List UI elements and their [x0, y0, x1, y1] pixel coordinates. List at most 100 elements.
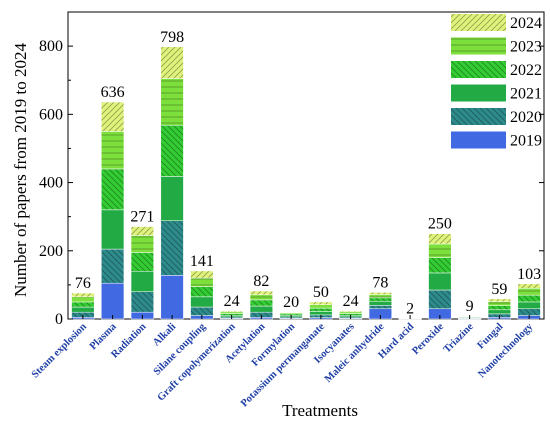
- bar-segment-2021: [71, 306, 95, 313]
- bar-segment-2024: [487, 298, 511, 302]
- bar-segment-2021: [160, 176, 184, 222]
- bar-segment-2023: [160, 78, 184, 126]
- plot-frame: [67, 11, 545, 320]
- bar-segment-2020: [368, 305, 392, 310]
- bars-group: [71, 46, 541, 320]
- bar-segment-2022: [101, 168, 125, 211]
- legend-label: 2023: [510, 39, 542, 56]
- plot-area: [67, 11, 545, 320]
- bar-total-label: 250: [428, 216, 452, 233]
- bar-segment-2021: [428, 272, 452, 291]
- legend-swatch-2021: [451, 84, 506, 102]
- bar-total-label: 20: [283, 294, 299, 311]
- bar-segment-2021: [190, 296, 214, 308]
- bar-segment-2023: [101, 131, 125, 170]
- y-tick-label: 800: [39, 38, 63, 55]
- bar-segment-2024: [101, 101, 125, 132]
- bar-segment-2022: [339, 313, 363, 316]
- bar-segment-2020: [428, 289, 452, 310]
- bar-segment-2024: [428, 233, 452, 245]
- bar-total-label: 141: [190, 253, 214, 270]
- bar-segment-2023: [368, 294, 392, 299]
- bar-segment-2024: [249, 290, 273, 296]
- legend: 2024 2023 2022 2021 2020 2019: [451, 14, 542, 150]
- total-labels-group: 76 636 271 798 141 24 82 20 50 24 78 2 250 9 59 103: [75, 29, 541, 318]
- bar-segment-2023: [517, 288, 541, 296]
- bar-segment-2021: [130, 270, 154, 292]
- bar-segment-2021: [309, 311, 333, 316]
- bar-total-label: 2: [406, 300, 414, 317]
- bar-segment-2020: [130, 291, 154, 313]
- legend-label: 2020: [510, 109, 542, 126]
- bar-segment-2024: [71, 292, 95, 298]
- bar-segment-2024: [130, 226, 154, 236]
- bar-segment-2024: [190, 270, 214, 279]
- bar-segment-2023: [428, 243, 452, 258]
- bar-segment-2023: [249, 294, 273, 301]
- bar-segment-2024: [339, 310, 363, 313]
- bar-segment-2024: [309, 301, 333, 305]
- x-tick-label: Steam explosion: [30, 321, 89, 380]
- bar-total-label: 24: [224, 293, 240, 310]
- bar-segment-2022: [130, 252, 154, 272]
- bar-segment-2019: [160, 275, 184, 320]
- legend-label: 2021: [510, 86, 542, 103]
- bar-total-label: 82: [253, 273, 269, 290]
- bar-total-label: 78: [372, 274, 388, 291]
- bar-segment-2023: [487, 301, 511, 306]
- bar-segment-2022: [249, 299, 273, 307]
- bar-segment-2022: [517, 294, 541, 303]
- bar-segment-2022: [190, 286, 214, 298]
- legend-swatch-2020: [451, 108, 506, 125]
- bar-total-label: 24: [343, 293, 359, 310]
- x-tick-label: Triazine: [442, 321, 476, 355]
- bar-segment-2023: [339, 311, 363, 314]
- bar-segment-2024: [368, 292, 392, 295]
- bar-segment-2024: [517, 283, 541, 289]
- legend-swatch-2024: [451, 14, 506, 31]
- y-tick-label: 400: [39, 175, 63, 192]
- bar-total-label: 103: [517, 266, 541, 283]
- legend-swatch-2022: [451, 61, 506, 78]
- bar-segment-2019: [101, 282, 125, 320]
- bar-segment-2022: [220, 313, 244, 316]
- bar-total-label: 9: [466, 298, 474, 315]
- bar-segment-2024: [220, 310, 244, 313]
- bar-segment-2021: [487, 309, 511, 315]
- bar-total-label: 50: [313, 284, 329, 301]
- bar-segment-2021: [517, 301, 541, 310]
- bar-total-label: 271: [130, 209, 154, 226]
- x-tick-label: Peroxide: [410, 321, 446, 357]
- bar-segment-2021: [249, 305, 273, 313]
- x-tick-label: Alkali: [151, 321, 178, 348]
- y-tick-label: 600: [39, 106, 63, 123]
- y-tick-label: 0: [55, 311, 63, 328]
- y-axis-title: Number of papers from 2019 to 2024: [11, 43, 30, 298]
- legend-label: 2024: [510, 15, 542, 32]
- legend-label: 2019: [510, 133, 542, 150]
- bar-segment-2020: [190, 306, 214, 316]
- legend-swatch-2019: [451, 131, 506, 149]
- bar-segment-2022: [309, 307, 333, 312]
- bar-segment-2020: [160, 220, 184, 276]
- bar-segment-2023: [130, 235, 154, 253]
- y-axis: 0 200 400 600 800: [39, 38, 544, 328]
- legend-swatch-2023: [451, 37, 506, 55]
- y-tick-label: 200: [39, 243, 63, 260]
- bar-segment-2023: [309, 304, 333, 309]
- bar-segment-2022: [160, 124, 184, 177]
- bar-segment-2024: [279, 311, 303, 313]
- bar-segment-2022: [71, 301, 95, 308]
- bar-segment-2023: [190, 277, 214, 287]
- bar-segment-2021: [101, 209, 125, 250]
- bar-total-label: 76: [75, 275, 91, 292]
- x-tick-label: Silane coupling: [152, 321, 209, 378]
- bar-segment-2022: [487, 305, 511, 311]
- bar-segment-2020: [101, 248, 125, 284]
- bar-total-label: 798: [160, 29, 184, 46]
- bar-segment-2022: [368, 297, 392, 302]
- bar-total-label: 636: [101, 84, 125, 101]
- bar-segment-2023: [220, 311, 244, 314]
